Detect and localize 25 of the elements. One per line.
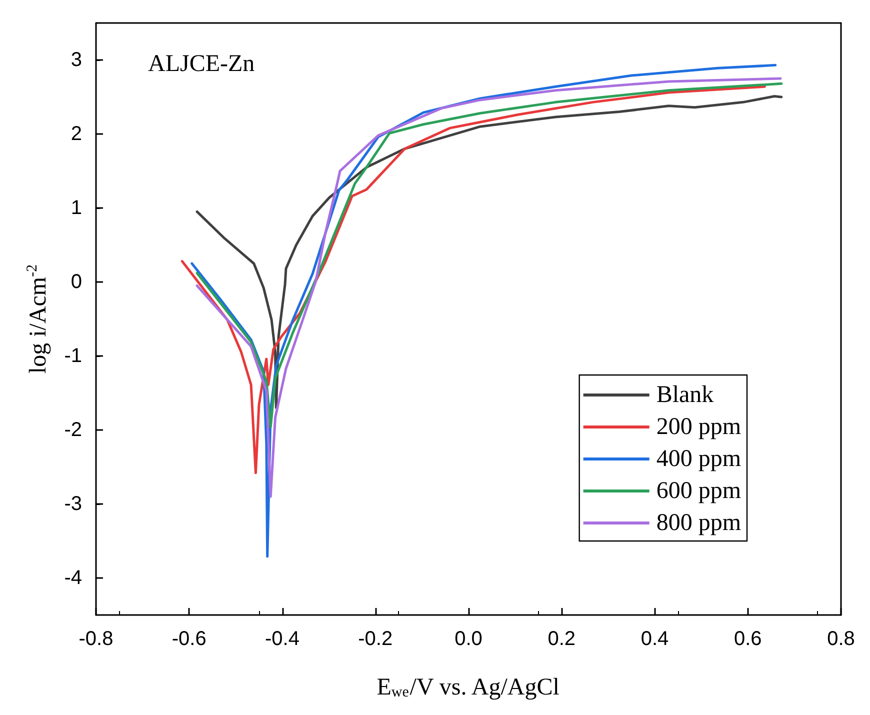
x-tick-label: -0.8 bbox=[78, 628, 114, 650]
y-tick-label: -2 bbox=[64, 419, 82, 441]
x-tick-label: 0.4 bbox=[640, 628, 669, 650]
y-tick-label: 1 bbox=[70, 197, 82, 219]
annotation: ALJCE-Zn bbox=[148, 51, 255, 77]
x-tick-label: 0.2 bbox=[548, 628, 576, 650]
y-tick-label: 2 bbox=[70, 123, 82, 145]
x-tick-label: -0.4 bbox=[265, 628, 300, 650]
legend-label: 400 ppm bbox=[656, 446, 742, 472]
x-tick-label: -0.2 bbox=[358, 628, 393, 650]
x-axis-title: Ewe/V vs. Ag/AgCl bbox=[376, 674, 560, 700]
y-axis-title: log i/Acm-2 bbox=[24, 264, 52, 374]
y-tick-label: 3 bbox=[70, 49, 82, 71]
y-tick-label: 0 bbox=[70, 271, 82, 293]
y-tick-label: -3 bbox=[64, 493, 82, 515]
y-tick-label: -1 bbox=[64, 345, 82, 367]
x-tick-label: 0.6 bbox=[734, 628, 762, 650]
x-tick-label: 0.8 bbox=[827, 628, 855, 650]
y-tick-label: -4 bbox=[64, 567, 82, 589]
legend-label: 600 ppm bbox=[656, 478, 742, 504]
x-tick-label: -0.6 bbox=[172, 628, 206, 650]
legend-label: Blank bbox=[656, 382, 714, 408]
legend-label: 800 ppm bbox=[656, 510, 742, 536]
legend-label: 200 ppm bbox=[656, 414, 742, 440]
x-tick-label: 0.0 bbox=[454, 628, 482, 650]
